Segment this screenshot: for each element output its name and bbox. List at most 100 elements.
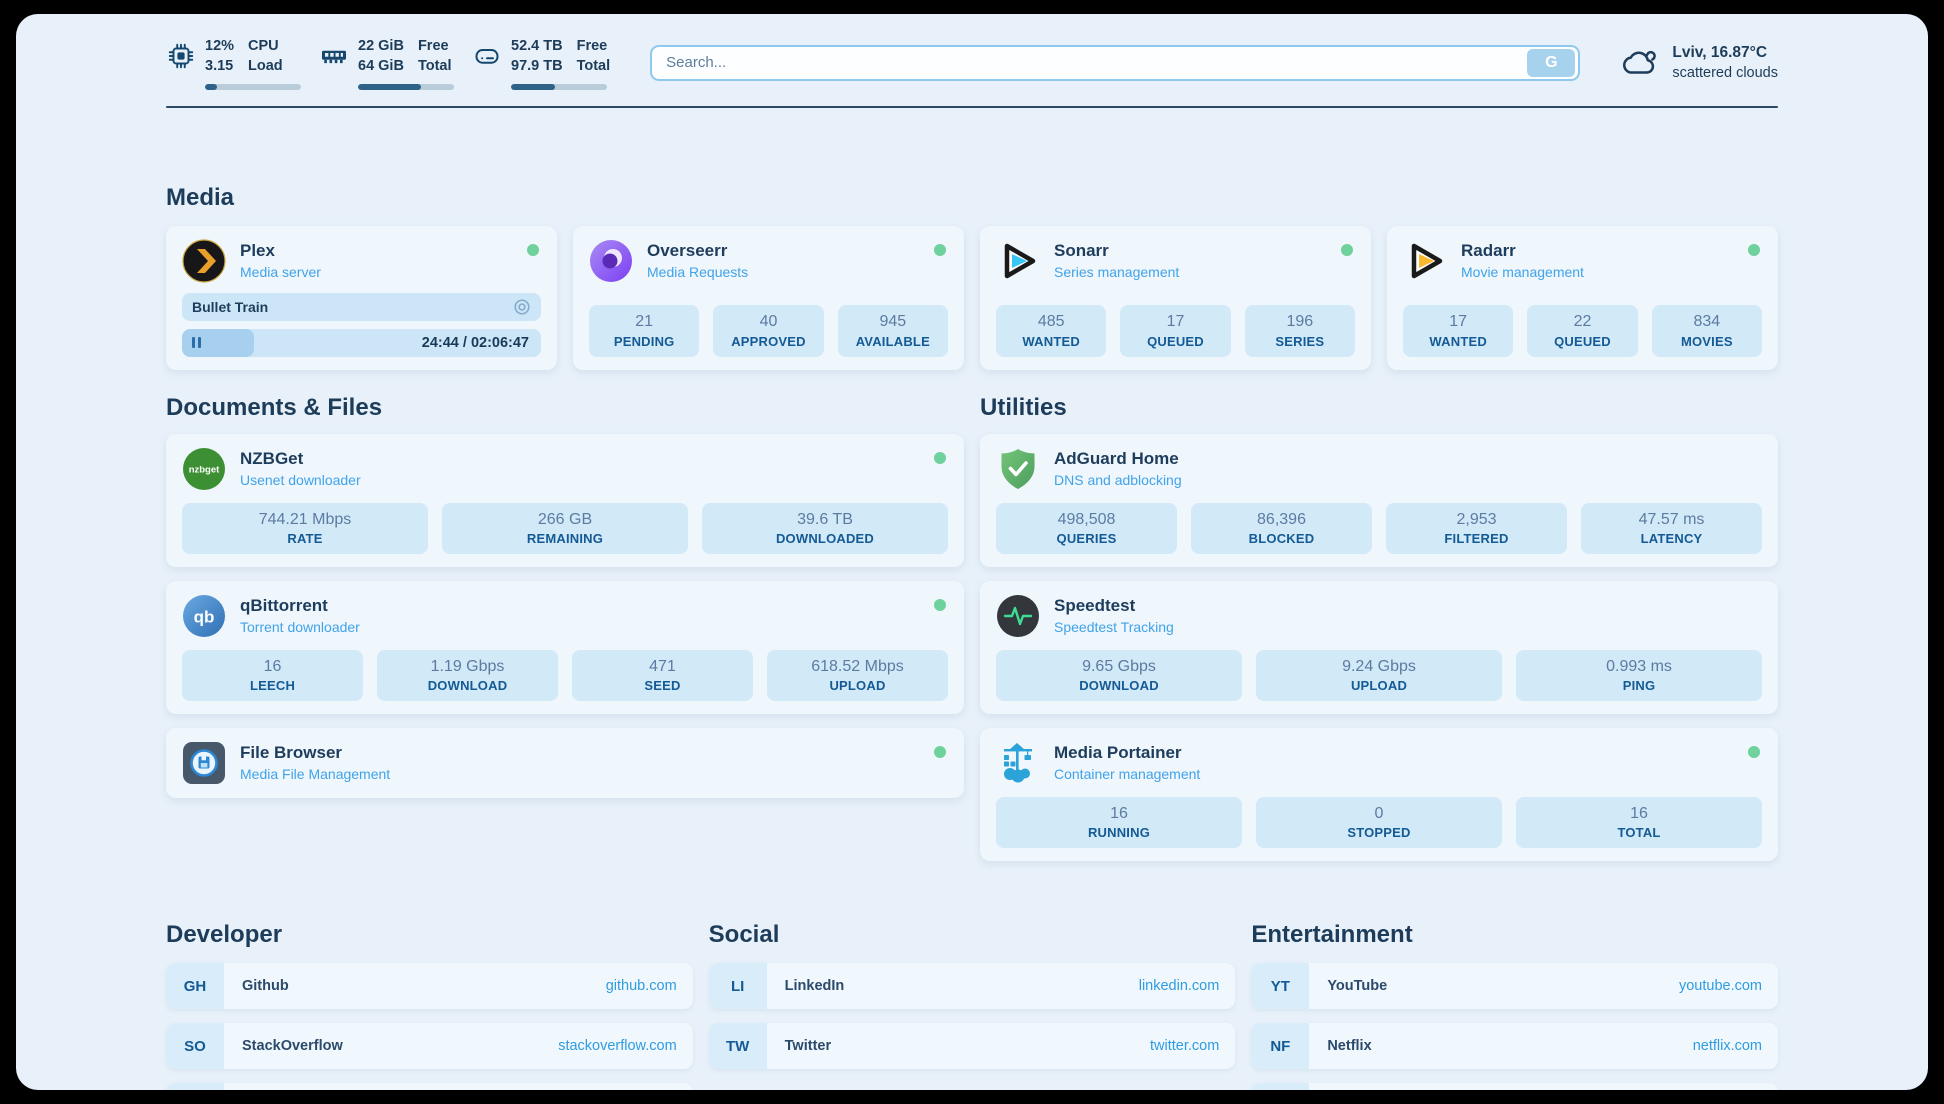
app-subtitle: Container management [1054,765,1201,782]
stat-remaining: 266 GB REMAINING [442,502,688,554]
svg-text:qb: qb [194,607,215,626]
pause-icon [192,337,195,349]
link-linkedin[interactable]: LI LinkedIn linkedin.com [708,963,1236,1010]
link-url[interactable]: reddit.com [1694,1083,1778,1090]
dashboard-window: 12% 3.15 CPU Load [16,14,1928,1090]
stat-queries: 498,508 QUERIES [996,502,1177,554]
link-name: StackOverflow [242,1038,343,1055]
link-youtube[interactable]: YT YouTube youtube.com [1251,963,1778,1010]
link-stackoverflow[interactable]: SO StackOverflow stackoverflow.com [166,1023,693,1070]
app-name: Speedtest [1054,595,1136,615]
app-subtitle: Torrent downloader [240,618,360,635]
card-overseerr[interactable]: Overseerr Media Requests 21 PENDING 40 A… [573,225,964,370]
header: 12% 3.15 CPU Load [166,36,1778,90]
card-filebrowser[interactable]: File Browser Media File Management [166,727,964,798]
link-name: Github [242,978,289,995]
stat-stopped: 0 STOPPED [1256,796,1502,849]
link-name: LinkedIn [784,978,845,995]
status-dot [934,451,946,464]
qbittorrent-icon: qb [183,594,225,637]
card-portainer[interactable]: Media Portainer Container management 16 … [980,727,1778,862]
link-tag: RE [1251,1083,1310,1090]
portainer-icon [1004,742,1032,783]
link-url[interactable]: netflix.com [1692,1038,1762,1055]
link-name: DEV [224,1083,272,1090]
app-name: Media Portainer [1054,742,1182,762]
stat-upload: 618.52 Mbps UPLOAD [767,649,948,701]
overseerr-icon [590,239,632,282]
app-name: AdGuard Home [1054,448,1179,468]
disk-label-bottom: Total [576,58,611,75]
ram-value-top: 22 GiB [358,38,404,54]
link-github[interactable]: GH Github github.com [166,963,693,1010]
section-title-media: Media [166,183,235,211]
status-dot [1748,745,1760,758]
stat-downloaded: 39.6 TB DOWNLOADED [702,502,948,554]
stat-available: 945 AVAILABLE [837,305,948,357]
app-subtitle: Movie management [1461,263,1584,280]
header-divider [166,105,1778,108]
card-adguard[interactable]: AdGuard Home DNS and adblocking 498,508 … [980,433,1778,567]
link-url[interactable]: dev.to [638,1083,692,1090]
stat-leech: 16 LEECH [182,649,363,701]
sonarr-icon [1004,243,1036,278]
link-tag: NF [1251,1023,1310,1070]
stat-download: 1.19 Gbps DOWNLOAD [377,649,558,701]
disk-metric: 52.4 TB 97.9 TB Free Total [472,36,610,90]
cpu-icon [168,44,194,69]
app-subtitle: Media File Management [240,765,391,782]
card-qbittorrent[interactable]: qb qBittorrent Torrent downloader 16 LEE… [166,580,964,714]
link-url[interactable]: linkedin.com [1138,978,1220,995]
stat-running: 16 RUNNING [996,796,1242,849]
playback-progress-fill [182,328,254,357]
link-tag: TW [708,1023,767,1070]
link-name: YouTube [1327,978,1388,995]
app-name: File Browser [240,742,343,762]
search-input[interactable] [652,54,1528,72]
link-twitter[interactable]: TW Twitter twitter.com [708,1023,1236,1070]
link-reddit[interactable]: RE Reddit reddit.com [1251,1083,1778,1090]
stat-movies: 834 MOVIES [1651,305,1762,357]
ram-label-top: Free [417,38,449,54]
cpu-metric: 12% 3.15 CPU Load [166,36,301,90]
stat-rate: 744.21 Mbps RATE [182,502,428,554]
status-dot [1748,243,1760,256]
search-provider-button[interactable]: G [1527,48,1576,77]
disk-value-bottom: 97.9 TB [511,58,563,75]
stat-filtered: 2,953 FILTERED [1386,502,1567,554]
status-dot [934,243,946,256]
filebrowser-icon [183,741,225,784]
link-tag: DT [166,1083,224,1090]
link-url[interactable]: stackoverflow.com [558,1038,677,1055]
stat-latency: 47.57 ms LATENCY [1581,502,1762,554]
app-subtitle: DNS and adblocking [1054,471,1182,488]
section-title-entertainment: Entertainment [1251,921,1413,949]
ram-value-bottom: 64 GiB [358,58,404,75]
cpu-label-bottom: Load [248,58,283,75]
stat-blocked: 86,396 BLOCKED [1191,502,1372,554]
link-netflix[interactable]: NF Netflix netflix.com [1251,1023,1778,1070]
link-name: Reddit [1309,1083,1372,1090]
card-speedtest[interactable]: Speedtest Speedtest Tracking 9.65 Gbps D… [980,580,1778,714]
weather-location: Lviv, 16.87°C [1672,43,1768,61]
card-nzbget[interactable]: nzbget NZBGet Usenet downloader 744.21 M… [166,433,964,567]
disk-progress-fill [511,83,556,90]
nzbget-icon: nzbget [183,447,225,490]
card-radarr[interactable]: Radarr Movie management 17 WANTED 22 QUE… [1387,225,1778,370]
link-url[interactable]: youtube.com [1678,978,1762,995]
session-icon[interactable] [513,298,531,316]
ram-progress-fill [358,83,422,90]
disk-icon [475,49,499,65]
section-utilities: Utilities AdGuard Home DNS and adb [980,394,1778,862]
link-url[interactable]: twitter.com [1150,1038,1220,1055]
stat-ping: 0.993 ms PING [1516,649,1762,701]
status-dot [527,243,539,256]
stat-download: 9.65 Gbps DOWNLOAD [996,649,1242,701]
card-plex[interactable]: Plex Media server Bullet Train [166,225,557,370]
link-url[interactable]: github.com [605,978,677,995]
link-dev[interactable]: DT DEV dev.to [166,1083,693,1090]
cpu-label-top: CPU [248,38,279,54]
section-title-social: Social [708,921,780,949]
adguard-icon [1001,448,1035,489]
card-sonarr[interactable]: Sonarr Series management 485 WANTED 17 Q… [980,225,1371,370]
